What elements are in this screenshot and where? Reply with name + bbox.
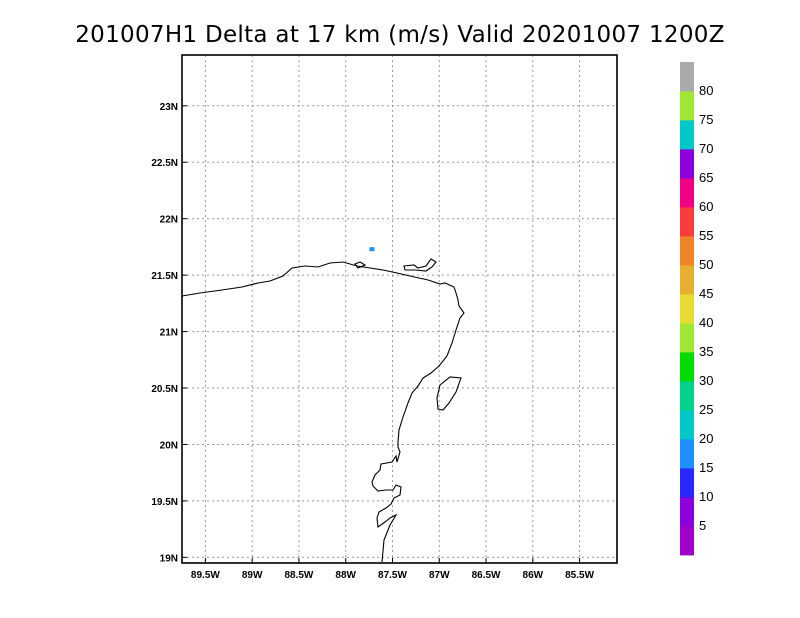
colorbar-label: 25 xyxy=(699,402,713,417)
colorbar-label: 50 xyxy=(699,257,713,272)
y-tick-label: 23N xyxy=(160,102,178,113)
x-tick-label: 86.5W xyxy=(472,570,501,581)
y-tick-label: 19N xyxy=(160,553,178,564)
colorbar-label: 20 xyxy=(699,431,713,446)
colorbar-label: 5 xyxy=(699,518,706,533)
x-tick-label: 89W xyxy=(242,570,263,581)
colorbar-segment xyxy=(680,207,694,237)
colorbar-label: 30 xyxy=(699,373,713,388)
colorbar-segment xyxy=(680,149,694,179)
colorbar-legend: 5 10 15 20 25 30 35 40 45 50 55 60 65 70 75 80 xyxy=(680,62,713,556)
yucatan-coastline xyxy=(181,261,465,563)
colorbar-segment xyxy=(680,410,694,440)
colorbar-segment xyxy=(680,323,694,353)
x-tick-label: 86W xyxy=(523,570,544,581)
y-tick-label: 21N xyxy=(160,328,178,339)
y-tick-label: 19.5N xyxy=(151,497,178,508)
colorbar-label: 55 xyxy=(699,228,713,243)
colorbar-label: 40 xyxy=(699,315,713,330)
colorbar-label: 45 xyxy=(699,286,713,301)
x-tick-label: 87.5W xyxy=(378,570,407,581)
colorbar-segment xyxy=(680,294,694,324)
map-frame xyxy=(181,54,618,564)
colorbar-segment xyxy=(680,91,694,121)
colorbar-label: 60 xyxy=(699,199,713,214)
longitude-axis: 89.5W 89W 88.5W 88W 87.5W 87W 86.5W 86W 85.5W xyxy=(191,558,595,581)
colorbar-label: 70 xyxy=(699,141,713,156)
map-title: 201007H1 Delta at 17 km (m/s) Valid 2020… xyxy=(75,22,725,48)
y-tick-label: 20N xyxy=(160,440,178,451)
colorbar-segment xyxy=(680,120,694,150)
colorbar-segment xyxy=(680,497,694,527)
colorbar-label: 75 xyxy=(699,112,713,127)
colorbar-label: 35 xyxy=(699,344,713,359)
y-tick-label: 22.5N xyxy=(151,158,178,169)
colorbar-segment xyxy=(680,265,694,295)
x-tick-label: 88W xyxy=(335,570,356,581)
x-tick-label: 85.5W xyxy=(565,570,594,581)
latitude-axis: 19N 19.5N 20N 20.5N 21N 21.5N 22N 22.5N 23N xyxy=(151,102,187,564)
map-plot-area: 89.5W 89W 88.5W 88W 87.5W 87W 86.5W 86W 85.5W 19… xyxy=(151,54,618,581)
colorbar-segment xyxy=(680,381,694,411)
colorbar-label: 15 xyxy=(699,460,713,475)
x-tick-label: 87W xyxy=(429,570,450,581)
y-tick-label: 21.5N xyxy=(151,271,178,282)
colorbar-segment xyxy=(680,236,694,266)
coast-inlet xyxy=(354,261,367,269)
x-tick-label: 89.5W xyxy=(191,570,220,581)
colorbar-label: 10 xyxy=(699,489,713,504)
holbox-island-outline xyxy=(403,258,437,272)
colorbar-segment xyxy=(680,62,694,92)
colorbar-segment xyxy=(680,352,694,382)
colorbar-label: 65 xyxy=(699,170,713,185)
y-tick-label: 22N xyxy=(160,215,178,226)
colorbar-segment xyxy=(680,178,694,208)
cozumel-island-outline xyxy=(436,376,462,411)
colorbar-segment xyxy=(680,439,694,469)
y-tick-label: 20.5N xyxy=(151,384,178,395)
wind-speed-cells xyxy=(369,247,375,252)
coastline xyxy=(181,258,465,563)
colorbar-label: 80 xyxy=(699,83,713,98)
colorbar-segment xyxy=(680,526,694,556)
colorbar-segment xyxy=(680,468,694,498)
wind-speed-cell xyxy=(369,247,375,252)
x-tick-label: 88.5W xyxy=(284,570,313,581)
